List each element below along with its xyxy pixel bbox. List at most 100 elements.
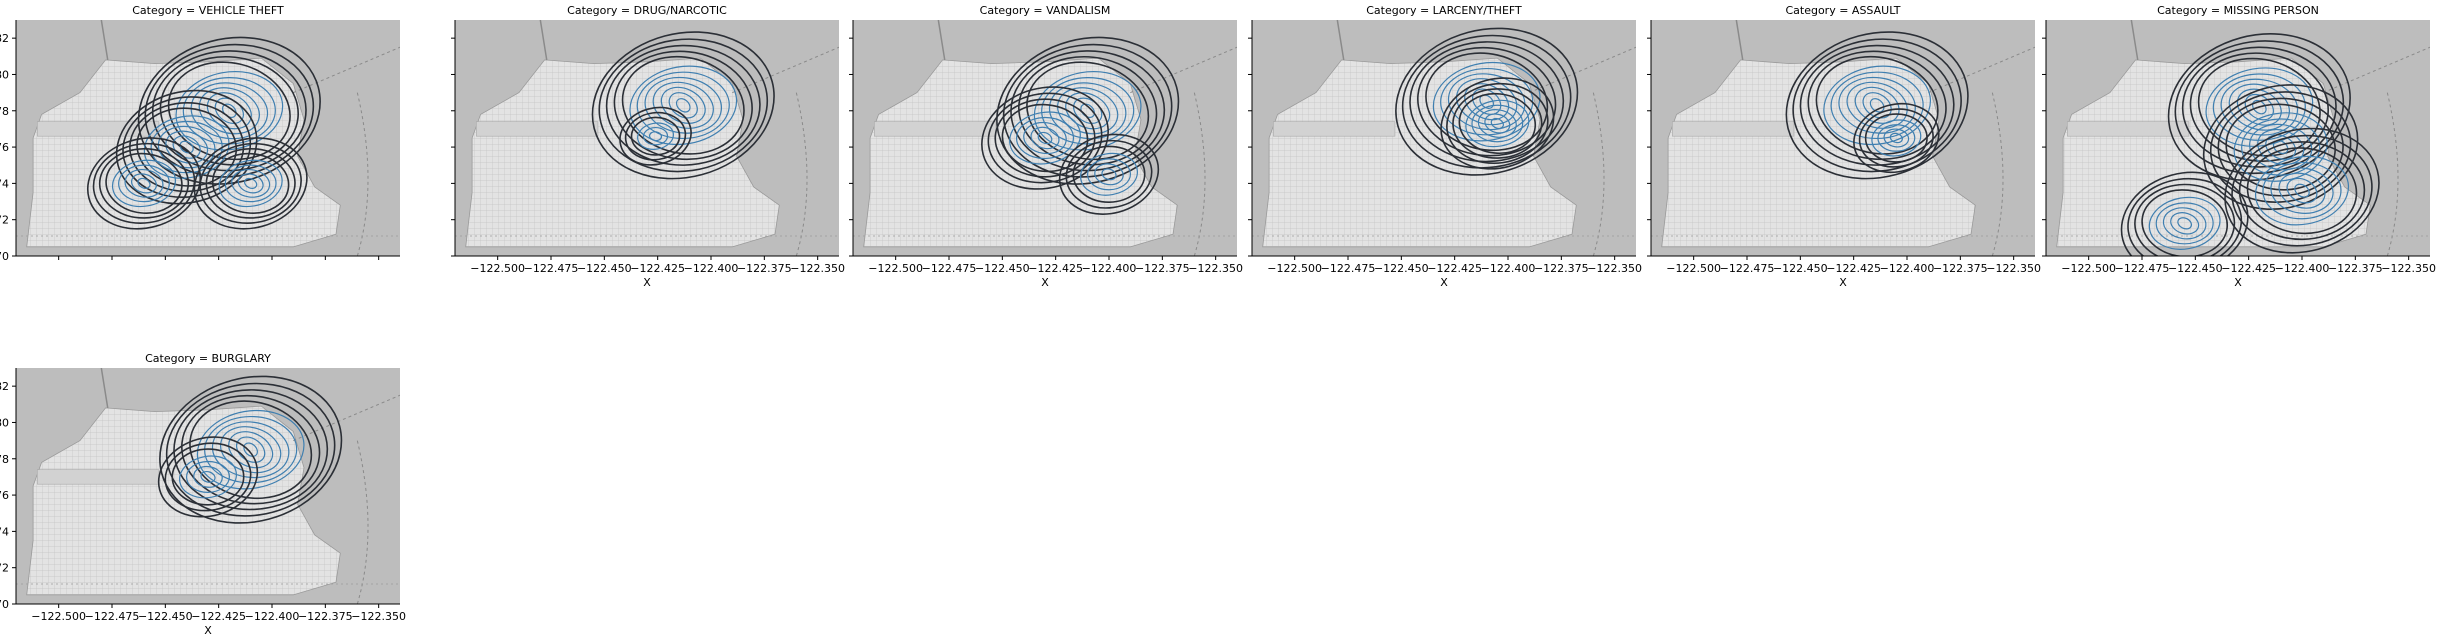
- map-park: [874, 121, 997, 137]
- contour-line: [1401, 34, 1572, 169]
- contour-line: [115, 89, 258, 205]
- contour-line: [648, 131, 663, 142]
- x-tick-label: −122.375: [1135, 262, 1190, 275]
- contour-line: [181, 394, 321, 505]
- contour-line: [159, 375, 343, 524]
- x-tick-label: −122.425: [630, 262, 685, 275]
- contour-line: [130, 173, 158, 194]
- y-tick-label: 37.76: [0, 141, 9, 154]
- map-bridge: [937, 20, 946, 61]
- contour-line: [2294, 183, 2310, 198]
- map-area: [16, 368, 400, 604]
- contour-line: [198, 87, 260, 135]
- y-tick-label: 37.72: [0, 562, 9, 575]
- y-tick-label: 37.70: [0, 250, 9, 263]
- contour-line: [157, 436, 259, 518]
- contour-line: [1785, 31, 1969, 180]
- facet-panel: Category = LARCENY/THEFT −122.500−122.475…: [1248, 4, 1642, 289]
- contour-line: [2127, 177, 2243, 256]
- contour-line: [2212, 73, 2306, 141]
- contour-line: [1065, 92, 1111, 130]
- x-tick-label: −122.350: [351, 610, 406, 623]
- x-tick-label: −122.375: [1933, 262, 1988, 275]
- x-axis-label: X: [204, 624, 212, 637]
- panel-title: Category = ASSAULT: [1785, 4, 1900, 17]
- contour-line: [2134, 183, 2236, 256]
- contour-line: [2202, 84, 2359, 211]
- x-tick-label: −122.450: [1374, 262, 1429, 275]
- contour-line: [2220, 78, 2299, 136]
- contour-line: [668, 92, 698, 119]
- map-park: [1273, 121, 1396, 137]
- map-bridge: [2130, 20, 2139, 61]
- contour-line: [1858, 108, 1934, 168]
- contour-line: [1490, 117, 1504, 130]
- x-tick-label: −122.425: [191, 610, 246, 623]
- contour-line: [1883, 128, 1910, 148]
- contour-line: [1065, 139, 1153, 209]
- contour-line: [1484, 113, 1511, 134]
- contour-line: [981, 86, 1109, 190]
- facet-panel: Category = BURGLARY 37.70 37.72 37.74 37.76 3…: [0, 352, 406, 637]
- x-tick-label: −122.475: [922, 262, 977, 275]
- contour-line: [244, 177, 258, 189]
- panel-title: Category = BURGLARY: [145, 352, 271, 365]
- contour-line: [1471, 104, 1524, 143]
- contour-line: [1807, 50, 1947, 161]
- contour-line: [98, 148, 190, 219]
- contour-line: [205, 148, 296, 219]
- x-axis-label: X: [2234, 276, 2242, 289]
- contour-line: [2241, 118, 2321, 176]
- contour-line: [1846, 81, 1908, 129]
- kde-contours: [591, 31, 775, 180]
- x-tick-label: −122.475: [2115, 262, 2170, 275]
- contour-line: [86, 137, 202, 230]
- facet-panel: Category = MISSING PERSON −122.500−122.47…: [2042, 4, 2436, 289]
- map-bridge: [1735, 20, 1744, 61]
- contour-line: [1877, 124, 1916, 152]
- contour-line: [2177, 217, 2193, 230]
- x-tick-label: −122.500: [1267, 262, 1322, 275]
- contour-line: [199, 142, 302, 224]
- contour-line: [206, 92, 252, 130]
- contour-line: [1446, 82, 1549, 165]
- contour-line: [629, 65, 738, 146]
- x-tick-label: −122.475: [1321, 262, 1376, 275]
- y-tick-label: 37.80: [0, 416, 9, 429]
- contour-line: [179, 140, 194, 154]
- contour-line: [987, 92, 1103, 184]
- contour-line: [636, 71, 730, 140]
- contour-line: [2262, 161, 2342, 220]
- x-tick-label: −122.500: [470, 262, 525, 275]
- contour-line: [2197, 57, 2321, 157]
- x-tick-label: −122.350: [790, 262, 845, 275]
- contour-line: [2167, 33, 2351, 182]
- contour-line: [591, 31, 775, 180]
- contour-line: [1009, 111, 1081, 165]
- x-tick-label: −122.375: [2328, 262, 2383, 275]
- x-tick-label: −122.450: [138, 610, 193, 623]
- contour-line: [2162, 207, 2207, 240]
- map-bridge: [100, 20, 109, 61]
- contour-line: [171, 448, 245, 506]
- y-tick-label: 37.82: [0, 380, 9, 393]
- x-tick-label: −122.500: [1666, 262, 1721, 275]
- kde-contours: [157, 375, 343, 524]
- contour-line: [1409, 41, 1565, 163]
- contour-line: [2120, 171, 2249, 256]
- contour-line: [124, 168, 164, 198]
- contour-line: [1086, 158, 1132, 191]
- x-tick-label: −122.400: [1880, 262, 1935, 275]
- contour-line: [1477, 109, 1517, 138]
- contour-line: [613, 50, 753, 161]
- contour-line: [190, 82, 269, 140]
- contour-line: [92, 142, 196, 224]
- y-tick-label: 37.82: [0, 32, 9, 45]
- contour-line: [224, 164, 277, 203]
- map-park: [2067, 121, 2190, 137]
- contour-line: [660, 86, 706, 124]
- contour-line: [211, 152, 290, 214]
- contour-line: [1869, 98, 1885, 113]
- panel-title: Category = DRUG/NARCOTIC: [567, 4, 727, 17]
- x-tick-label: −122.400: [1082, 262, 1137, 275]
